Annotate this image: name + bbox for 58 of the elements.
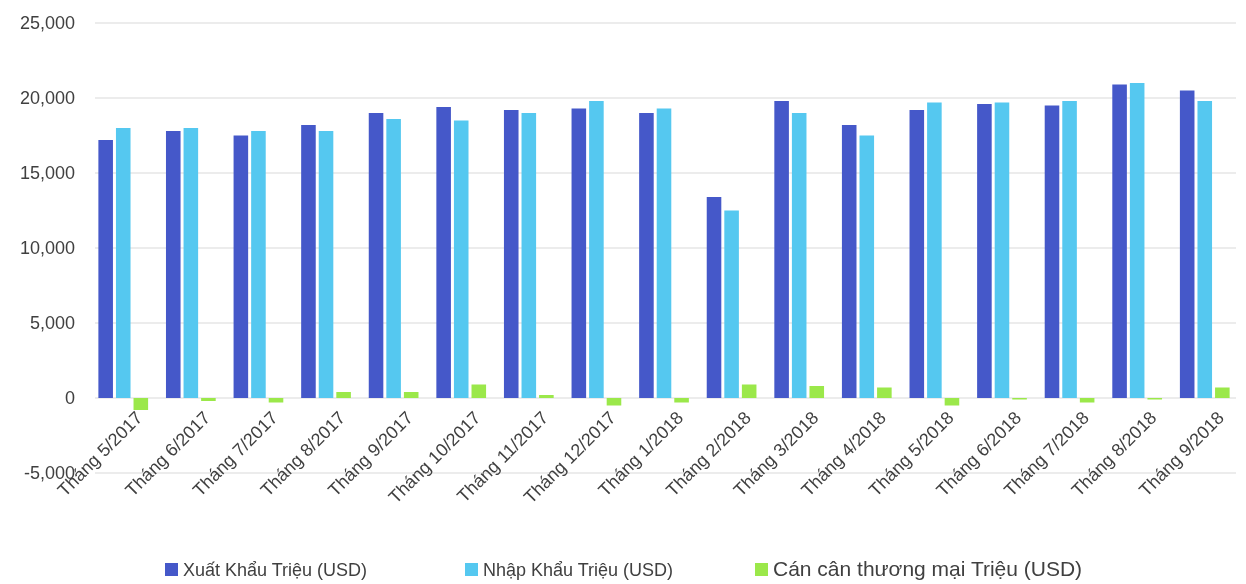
- bar: [471, 384, 487, 398]
- bar: [268, 398, 284, 403]
- bar: [706, 197, 722, 398]
- legend-label: Xuất Khẩu Triệu (USD): [183, 560, 368, 580]
- bar: [233, 135, 249, 398]
- bar: [368, 113, 384, 398]
- bar: [1129, 83, 1145, 398]
- legend-label: Cán cân thương mại Triệu (USD): [773, 557, 1083, 580]
- bar: [539, 395, 554, 398]
- bar: [977, 104, 992, 398]
- bar: [571, 108, 587, 398]
- bar: [183, 128, 199, 398]
- bar: [674, 398, 689, 403]
- bar: [1062, 101, 1077, 398]
- bar: [589, 101, 604, 398]
- y-tick-label: 10,000: [19, 238, 75, 259]
- y-tick-label: 0: [64, 388, 75, 409]
- bar: [98, 140, 113, 398]
- y-tick-label: 20,000: [19, 88, 75, 109]
- bar: [1044, 105, 1060, 398]
- bar: [301, 125, 316, 398]
- bar: [251, 131, 266, 398]
- bar: [318, 131, 334, 398]
- bar: [877, 387, 892, 398]
- bar: [133, 398, 149, 410]
- bar: [336, 392, 351, 398]
- bar: [774, 101, 789, 398]
- bar: [927, 102, 942, 398]
- bar: [503, 110, 519, 398]
- bar: [944, 398, 960, 406]
- bar: [115, 128, 131, 398]
- bar: [791, 113, 807, 398]
- bar: [1112, 84, 1127, 398]
- bar: [521, 113, 537, 398]
- bar: [1079, 398, 1095, 403]
- bar: [1215, 387, 1230, 398]
- legend-label: Nhập Khẩu Triệu (USD): [483, 560, 674, 580]
- bar: [386, 119, 401, 398]
- bar: [994, 102, 1010, 398]
- bar: [724, 210, 739, 398]
- y-tick-label: 15,000: [19, 163, 75, 184]
- bar: [165, 131, 181, 398]
- bar: [859, 135, 875, 398]
- bar: [606, 398, 622, 406]
- bar: [436, 107, 451, 398]
- y-tick-label: 5,000: [29, 313, 75, 334]
- bar: [741, 384, 757, 398]
- y-tick-label: 25,000: [19, 13, 75, 34]
- bar: [201, 398, 216, 401]
- bar: [639, 113, 654, 398]
- bar: [809, 386, 825, 398]
- bar: [1197, 101, 1213, 398]
- bar: [1179, 90, 1195, 398]
- bar: [841, 125, 857, 398]
- bar: [403, 392, 419, 398]
- bar: [453, 120, 469, 398]
- bar: [909, 110, 925, 398]
- bar: [656, 108, 672, 398]
